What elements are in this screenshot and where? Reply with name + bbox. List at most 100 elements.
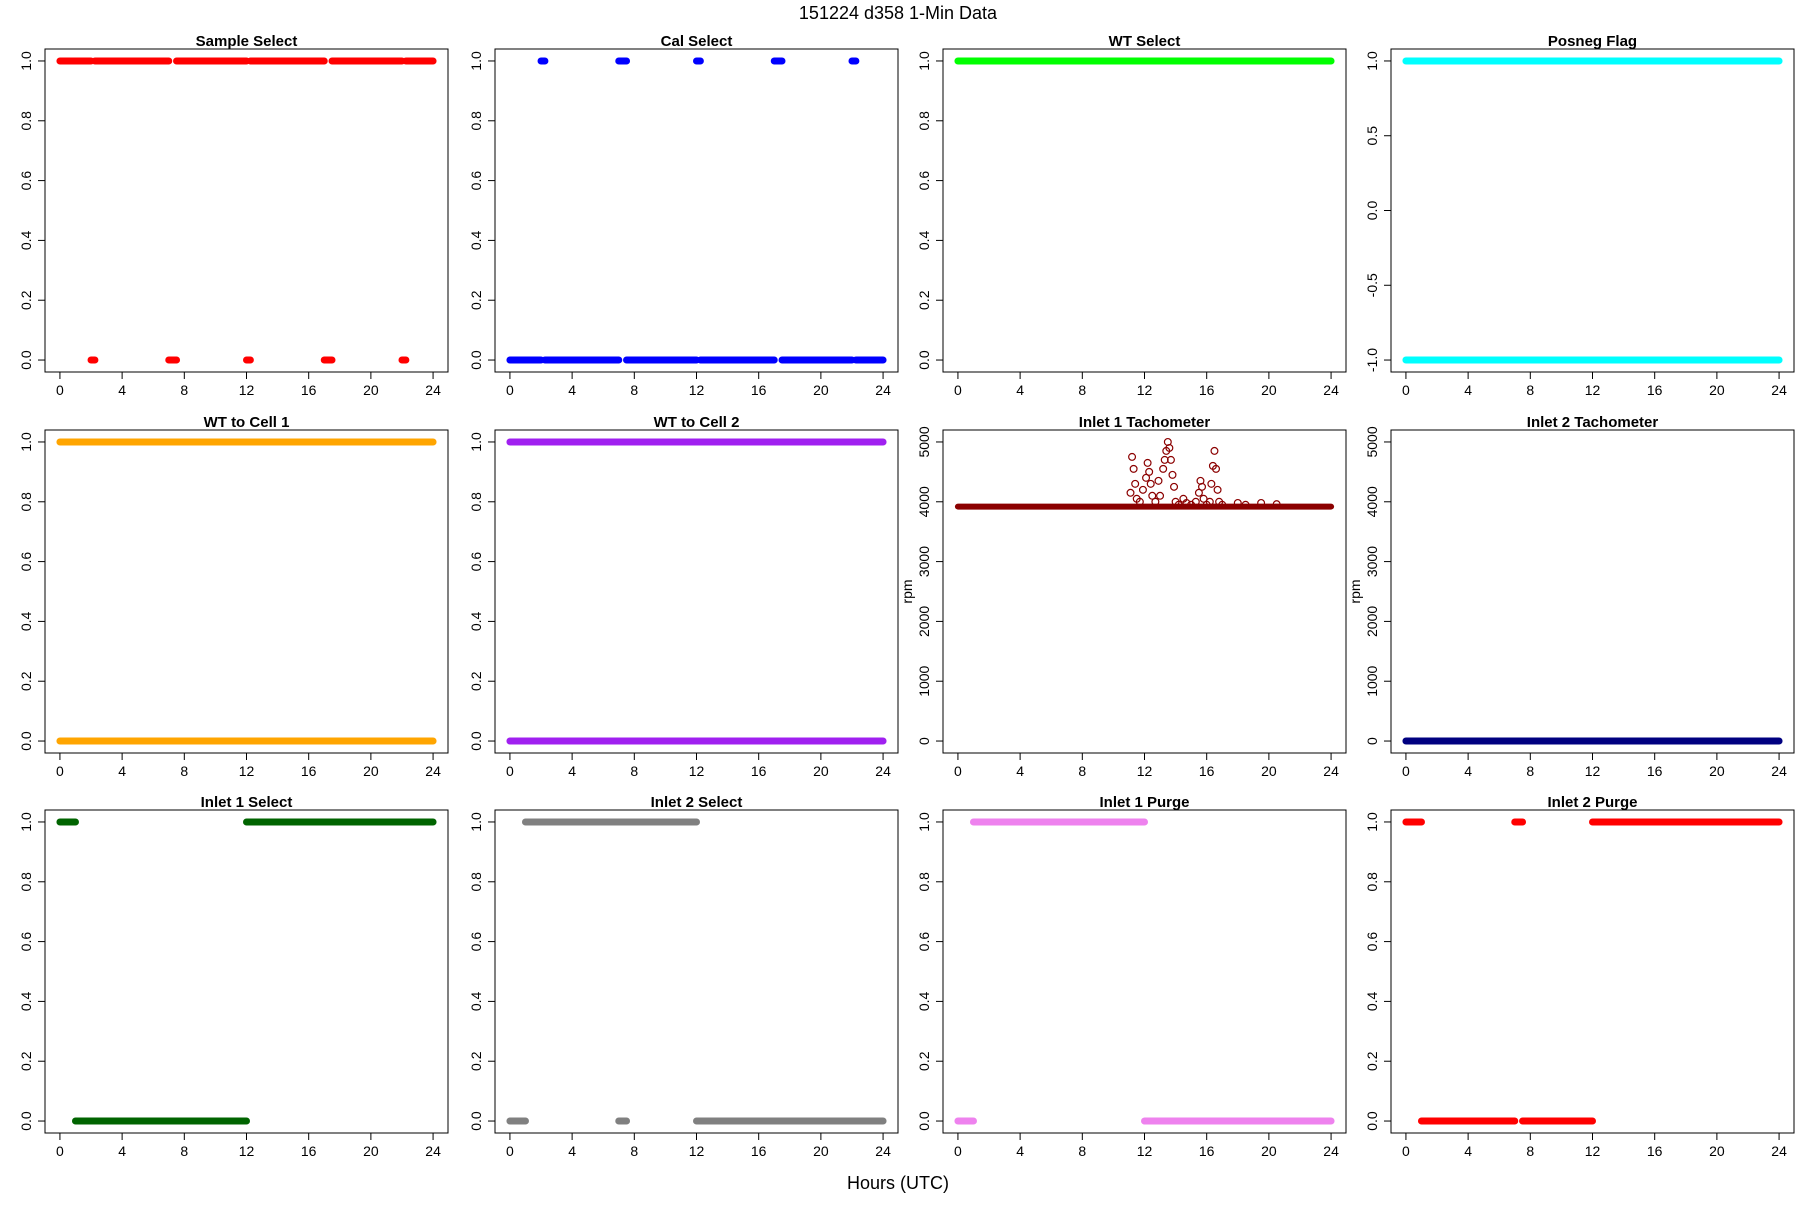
- x-tick-label: 16: [1199, 1143, 1215, 1159]
- data-point: [1128, 452, 1137, 461]
- y-tick-label: 1.0: [18, 51, 34, 71]
- y-tick-label: 0.8: [916, 111, 932, 131]
- y-tick-label: 0.5: [1364, 126, 1380, 146]
- x-tick-label: 4: [1016, 382, 1024, 398]
- x-tick-label: 16: [751, 1143, 767, 1159]
- x-tick-label: 24: [1323, 1143, 1339, 1159]
- y-tick-label: 0.4: [916, 230, 932, 250]
- plot-frame: [942, 48, 1347, 373]
- x-tick-label: 4: [118, 382, 126, 398]
- x-tick-label: 12: [1585, 763, 1601, 779]
- x-tick-label: 24: [425, 382, 441, 398]
- x-tick-label: 8: [630, 763, 638, 779]
- x-tick-label: 8: [180, 1143, 188, 1159]
- y-tick-label: 0.2: [916, 1051, 932, 1071]
- y-tick-label: 2000: [916, 606, 932, 637]
- y-tick-label: 0.0: [18, 350, 34, 370]
- panel-4: WT to Cell 1 0 4 8 12 16 20 24 0.0 0.2 0.4 0.6 0.8 1.…: [18, 414, 449, 779]
- y-tick-label: 0.8: [916, 872, 932, 892]
- y-tick-label: 0.6: [1364, 932, 1380, 952]
- x-tick-label: 12: [689, 763, 705, 779]
- data-point: [1198, 482, 1207, 491]
- data-point: [1156, 491, 1165, 500]
- x-tick-label: 0: [954, 1143, 962, 1159]
- x-tick-label: 12: [689, 382, 705, 398]
- x-tick-label: 8: [630, 382, 638, 398]
- x-tick-label: 16: [301, 1143, 317, 1159]
- x-tick-label: 8: [180, 763, 188, 779]
- y-tick-label: 1000: [916, 665, 932, 696]
- x-tick-label: 24: [1323, 382, 1339, 398]
- y-tick-label: 1.0: [18, 812, 34, 832]
- y-tick-label: 0.6: [916, 932, 932, 952]
- data-point: [1151, 497, 1160, 506]
- x-tick-label: 24: [425, 763, 441, 779]
- y-tick-label: 2000: [1364, 606, 1380, 637]
- panel-title: WT Select: [1109, 33, 1181, 50]
- panel-title: Inlet 2 Select: [651, 794, 743, 811]
- y-tick-label: 0.0: [1364, 201, 1380, 221]
- y-tick-label: 1.0: [468, 812, 484, 832]
- x-tick-label: 12: [239, 1143, 255, 1159]
- y-tick-label: 0.6: [916, 171, 932, 191]
- data-point: [1165, 443, 1174, 452]
- x-axis-label: Hours (UTC): [847, 1173, 949, 1193]
- y-tick-label: 0.8: [468, 872, 484, 892]
- y-tick-label: 0.6: [468, 552, 484, 572]
- x-tick-label: 20: [363, 1143, 379, 1159]
- x-tick-label: 4: [1464, 763, 1472, 779]
- x-tick-label: 0: [954, 763, 962, 779]
- x-tick-label: 4: [1016, 763, 1024, 779]
- x-tick-label: 0: [506, 763, 514, 779]
- data-point: [1257, 498, 1266, 507]
- panel-title: Inlet 2 Tachometer: [1527, 414, 1659, 431]
- x-tick-label: 4: [1464, 382, 1472, 398]
- y-tick-label: 0.4: [468, 611, 484, 631]
- y-tick-label: -1.0: [1364, 348, 1380, 372]
- data-point: [1145, 467, 1154, 476]
- plot-frame: [44, 809, 449, 1134]
- x-tick-label: 12: [1585, 382, 1601, 398]
- data-point: [1174, 500, 1183, 509]
- x-tick-label: 20: [1709, 763, 1725, 779]
- x-tick-label: 0: [56, 382, 64, 398]
- y-tick-label: 0.0: [468, 350, 484, 370]
- y-tick-label: 0.8: [468, 492, 484, 512]
- x-tick-label: 20: [1709, 382, 1725, 398]
- x-tick-label: 0: [56, 763, 64, 779]
- plot-frame: [1390, 48, 1795, 373]
- x-tick-label: 16: [1647, 382, 1663, 398]
- x-tick-label: 24: [425, 1143, 441, 1159]
- data-point: [1233, 498, 1242, 507]
- x-tick-label: 20: [1261, 1143, 1277, 1159]
- y-tick-label: 1.0: [468, 432, 484, 452]
- y-tick-label: 0.0: [468, 1111, 484, 1131]
- y-tick-label: 0.4: [18, 991, 34, 1011]
- x-tick-label: 4: [118, 1143, 126, 1159]
- y-tick-label: 0.4: [468, 991, 484, 1011]
- x-tick-label: 4: [568, 1143, 576, 1159]
- y-axis-label: rpm: [1347, 579, 1363, 603]
- x-tick-label: 24: [1771, 1143, 1787, 1159]
- x-tick-label: 24: [875, 1143, 891, 1159]
- panel-7: Inlet 2 Tachometer 0 4 8 12 16 20 24 0 1000 2000 30…: [1347, 414, 1795, 779]
- x-tick-label: 24: [875, 382, 891, 398]
- plot-frame: [1390, 809, 1795, 1134]
- x-tick-label: 20: [1261, 763, 1277, 779]
- y-tick-label: -0.5: [1364, 273, 1380, 297]
- panel-2: WT Select 0 4 8 12 16 20 24 0.0 0.2 0.4 0.6 0.8 1.0: [916, 33, 1347, 398]
- y-tick-label: 1.0: [916, 51, 932, 71]
- x-tick-label: 12: [1585, 1143, 1601, 1159]
- plot-frame: [494, 48, 899, 373]
- x-tick-label: 8: [180, 382, 188, 398]
- data-point: [1207, 479, 1216, 488]
- y-tick-label: 0.4: [1364, 991, 1380, 1011]
- panel-title: Inlet 2 Purge: [1547, 794, 1637, 811]
- plot-frame: [942, 809, 1347, 1134]
- x-tick-label: 20: [1261, 382, 1277, 398]
- x-tick-label: 16: [1647, 763, 1663, 779]
- data-point: [1142, 473, 1151, 482]
- data-point: [1138, 485, 1147, 494]
